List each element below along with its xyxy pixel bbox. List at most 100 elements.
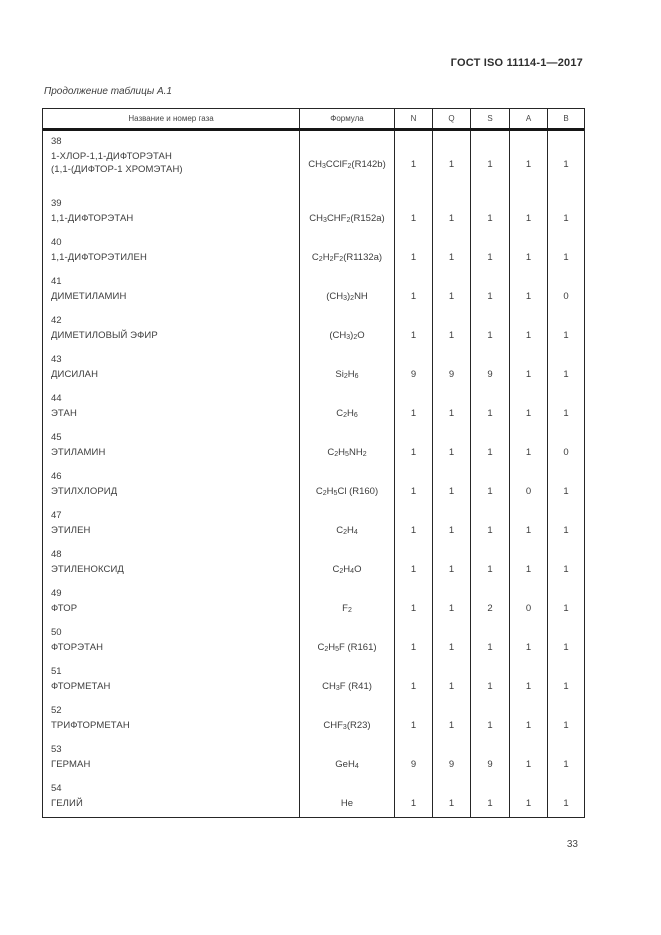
value-n: 1 [410, 525, 417, 536]
value-b: 1 [563, 369, 569, 380]
value-cell-q: 1 [432, 466, 470, 505]
table-row: 43 ДИСИЛАН Si 2 H 6 9 9 9 1 1 [43, 349, 584, 388]
value-cell-a: 1 [509, 310, 547, 349]
value-cell-a: 1 [509, 271, 547, 310]
value-cell-n: 1 [394, 544, 432, 583]
value-q: 1 [448, 408, 455, 419]
gas-formula-cell: (CH 3) 2 O [299, 310, 394, 349]
value-a: 1 [525, 525, 532, 536]
value-q: 1 [448, 603, 455, 614]
table-header-row: Название и номер газа Формула N Q S A B [43, 109, 584, 131]
value-cell-a: 1 [509, 778, 547, 817]
gas-name-cell: 40 1,1-ДИФТОРЭТИЛЕН [43, 232, 299, 271]
value-cell-a: 1 [509, 131, 547, 193]
column-header-q: Q [432, 109, 470, 128]
value-b: 1 [563, 759, 569, 770]
value-b: 0 [563, 447, 569, 458]
value-cell-b: 1 [547, 131, 584, 193]
value-cell-n: 1 [394, 193, 432, 232]
value-cell-n: 9 [394, 349, 432, 388]
value-cell-q: 1 [432, 232, 470, 271]
value-cell-q: 1 [432, 271, 470, 310]
value-cell-b: 1 [547, 388, 584, 427]
value-cell-s: 1 [470, 466, 509, 505]
value-a: 1 [525, 291, 532, 302]
gas-formula-cell: C 2 H 5 Cl (R160) [299, 466, 394, 505]
gas-formula: Si 2 H 6 [335, 369, 359, 380]
value-cell-b: 1 [547, 700, 584, 739]
value-a: 1 [525, 252, 532, 263]
gas-table: Название и номер газа Формула N Q S A B … [42, 108, 585, 818]
value-q: 1 [448, 159, 455, 170]
gas-name: ФТОРМЕТАН [51, 681, 111, 692]
gas-name-cell: 43 ДИСИЛАН [43, 349, 299, 388]
value-n: 1 [410, 486, 417, 497]
gas-formula: He [340, 798, 354, 809]
page-number: 33 [42, 839, 583, 850]
value-n: 1 [410, 642, 417, 653]
gas-name-cell: 53 ГЕРМАН [43, 739, 299, 778]
value-cell-s: 1 [470, 700, 509, 739]
value-q: 1 [448, 213, 455, 224]
gas-formula-cell: Si 2 H 6 [299, 349, 394, 388]
value-b: 1 [563, 603, 569, 614]
value-cell-a: 0 [509, 583, 547, 622]
value-cell-a: 1 [509, 505, 547, 544]
value-cell-q: 1 [432, 700, 470, 739]
table-row: 51 ФТОРМЕТАН CH 3 F (R41) 1 1 1 1 1 [43, 661, 584, 700]
value-q: 1 [448, 486, 455, 497]
value-cell-b: 0 [547, 271, 584, 310]
value-q: 1 [448, 798, 455, 809]
value-a: 1 [525, 213, 532, 224]
value-cell-s: 2 [470, 583, 509, 622]
gas-name-cell: 44 ЭТАН [43, 388, 299, 427]
value-cell-b: 1 [547, 193, 584, 232]
value-n: 1 [410, 252, 417, 263]
gas-formula-cell: C 2 H 5 NH 2 [299, 427, 394, 466]
table-row: 41 ДИМЕТИЛАМИН (CH 3) 2 NH 1 1 1 1 0 [43, 271, 584, 310]
column-header-n: N [394, 109, 432, 128]
column-header-s: S [470, 109, 509, 128]
value-b: 1 [563, 525, 569, 536]
value-cell-n: 1 [394, 310, 432, 349]
column-header-formula: Формула [299, 109, 394, 128]
gas-name-cell: 38 1-ХЛОР-1,1-ДИФТОРЭТАН (1,1-(ДИФТОР-1 Х… [43, 131, 299, 193]
value-cell-b: 1 [547, 232, 584, 271]
value-a: 1 [525, 159, 532, 170]
value-b: 1 [563, 408, 569, 419]
gas-name: ЭТИЛАМИН [51, 447, 106, 458]
value-cell-q: 1 [432, 505, 470, 544]
value-n: 1 [410, 720, 417, 731]
gas-formula: C 2 H 5 NH 2 [327, 447, 367, 458]
gas-name-cell: 46 ЭТИЛХЛОРИД [43, 466, 299, 505]
value-cell-q: 1 [432, 310, 470, 349]
value-cell-n: 1 [394, 271, 432, 310]
value-n: 1 [410, 159, 417, 170]
value-a: 1 [525, 759, 532, 770]
value-n: 1 [410, 330, 417, 341]
gas-number: 52 [51, 705, 62, 716]
value-s: 1 [487, 330, 493, 341]
gas-number: 39 [51, 198, 62, 209]
gas-name-cell: 45 ЭТИЛАМИН [43, 427, 299, 466]
value-q: 9 [448, 369, 455, 380]
value-a: 1 [525, 408, 532, 419]
gas-formula: (CH 3) 2 O [329, 330, 365, 341]
value-a: 1 [525, 798, 532, 809]
gas-number: 48 [51, 549, 62, 560]
gas-name: 1,1-ДИФТОРЭТИЛЕН [51, 252, 147, 263]
gas-name: ДИСИЛАН [51, 369, 99, 380]
value-q: 1 [448, 525, 455, 536]
gas-name-cell: 49 ФТОР [43, 583, 299, 622]
value-cell-q: 1 [432, 131, 470, 193]
